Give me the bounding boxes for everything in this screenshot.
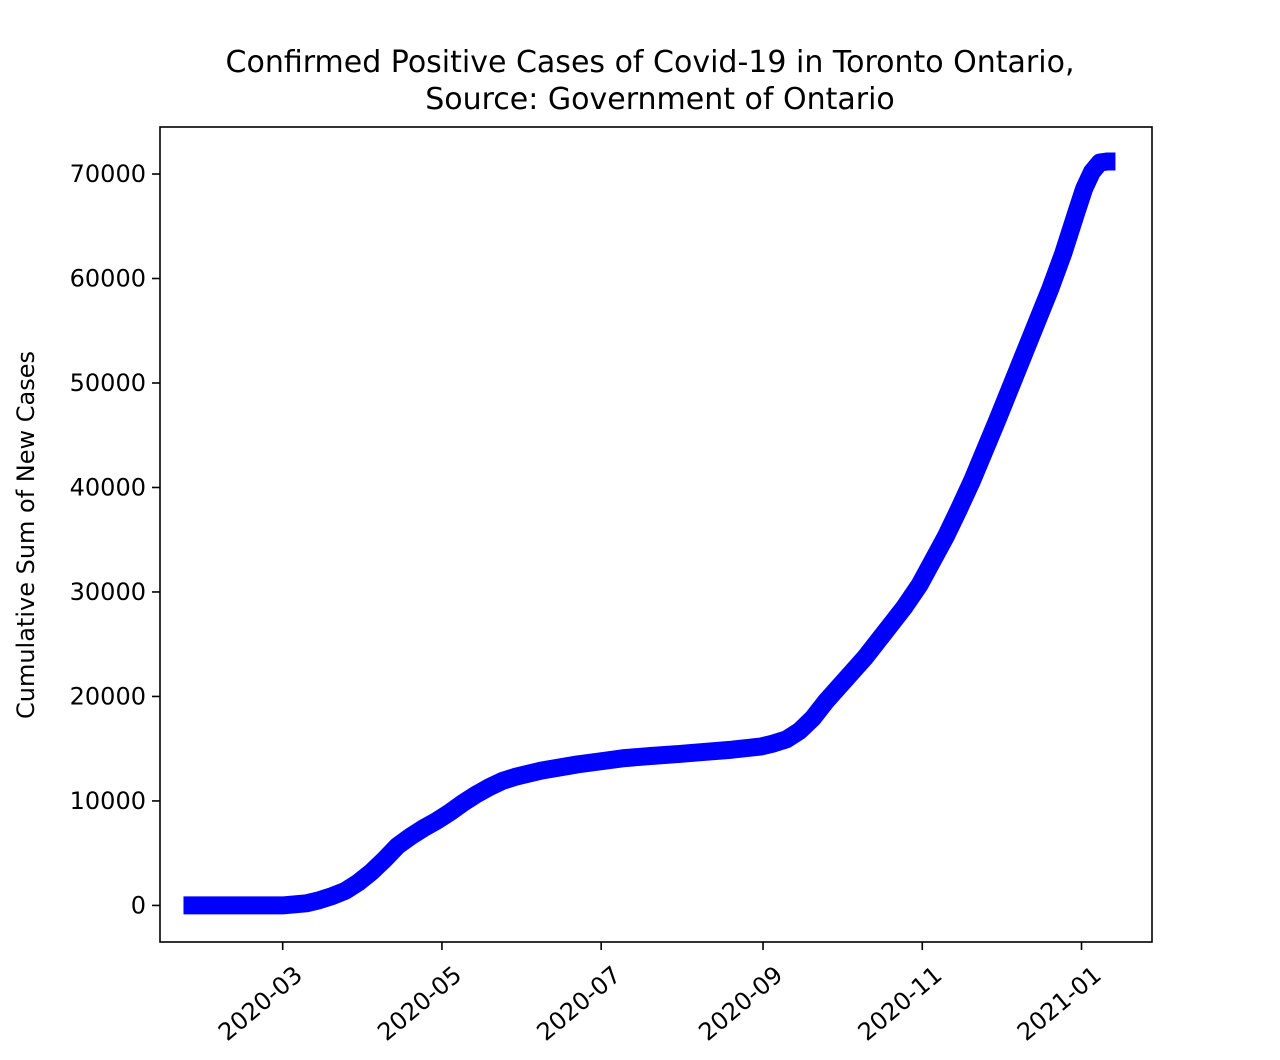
x-tick-label: 2020-09	[693, 961, 788, 1047]
x-tick-label: 2020-05	[372, 961, 467, 1047]
x-axis: 2020-03 2020-05 2020-07 2020-09 2020-11 2021-…	[213, 942, 1107, 1047]
y-tick-label: 60000	[70, 265, 146, 293]
y-tick-label: 30000	[70, 578, 146, 606]
x-tick-label: 2020-11	[853, 961, 948, 1047]
y-tick-label: 0	[131, 891, 146, 919]
x-tick-label: 2020-07	[532, 961, 627, 1047]
y-axis: 0 10000 20000 30000 40000 50000 60000 70000	[70, 160, 160, 919]
x-tick-label: 2021-01	[1012, 961, 1107, 1047]
y-tick-label: 50000	[70, 369, 146, 397]
y-tick-label: 40000	[70, 473, 146, 501]
plot-area	[183, 152, 1117, 915]
series-line-0	[183, 152, 1117, 915]
chart-title: Confirmed Positive Cases of Covid-19 in …	[226, 45, 1075, 80]
y-tick-label: 20000	[70, 682, 146, 710]
x-tick-label: 2020-03	[213, 961, 308, 1047]
y-axis-label: Cumulative Sum of New Cases	[12, 351, 40, 719]
chart-subtitle: Source: Government of Ontario	[425, 82, 895, 117]
y-tick-label: 10000	[70, 787, 146, 815]
plot-frame	[159, 126, 1153, 943]
y-tick-label: 70000	[70, 160, 146, 188]
